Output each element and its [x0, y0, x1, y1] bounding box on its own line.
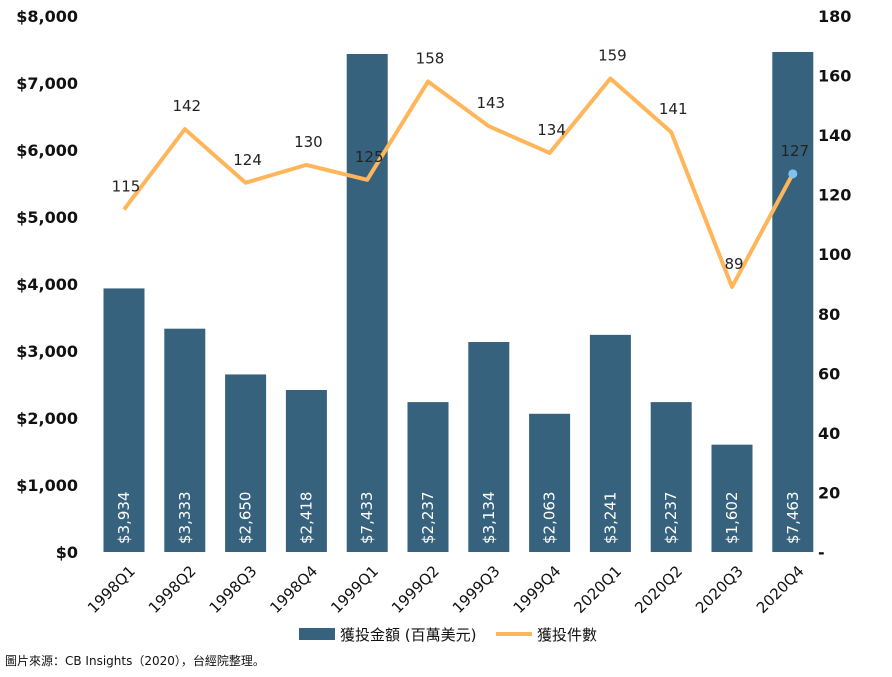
x-tick-label: 1999Q4 [510, 562, 565, 617]
bars: $3,934 $3,333 $2,650 $2,418 $7,433 $2,237 $3,1… [103, 51, 814, 552]
bar [164, 328, 206, 552]
x-tick-label: 1998Q2 [145, 562, 200, 617]
x-tick-label: 1999Q1 [327, 562, 382, 617]
x-tick-label: 2020Q2 [631, 562, 686, 617]
y-right-tick-label: 120 [818, 186, 851, 205]
bar-data-label: $7,433 [358, 492, 376, 545]
bar-data-label: $7,463 [784, 492, 802, 545]
bar [650, 402, 692, 552]
x-tick-label: 2020Q4 [753, 562, 808, 617]
bar-data-label: $3,934 [115, 492, 133, 545]
line-data-label: 125 [355, 148, 384, 166]
y-right-tick-label: 140 [818, 126, 851, 145]
legend-swatch-bar [299, 628, 335, 640]
bar [346, 53, 388, 552]
line-data-label: 127 [780, 142, 809, 160]
line-data-label: 142 [172, 97, 201, 115]
y-left-tick-label: $7,000 [16, 74, 78, 93]
x-tick-label: 2020Q3 [692, 562, 747, 617]
y-right-tick-label: 180 [818, 7, 851, 26]
x-tick-label: 2020Q1 [570, 562, 625, 617]
y-left-tick-label: $1,000 [16, 476, 78, 495]
y-right-tick-label: 100 [818, 245, 851, 264]
line-data-label: 89 [724, 255, 743, 273]
line-point-highlight [788, 169, 798, 179]
y-right-tick-label: 160 [818, 67, 851, 86]
bar [772, 51, 814, 552]
line-data-label: 159 [598, 47, 627, 65]
y-left-tick-label: $8,000 [16, 7, 78, 26]
bar-data-label: $2,063 [541, 492, 559, 545]
line-path [122, 76, 795, 289]
line-data-label: 158 [416, 50, 445, 68]
y-left-tick-label: $0 [56, 543, 78, 562]
legend-label-line: 獲投件數 [537, 626, 597, 644]
bar [529, 413, 571, 552]
y-right-tick-label: 20 [818, 483, 840, 502]
bar [711, 444, 753, 552]
y-right-tick-label: 60 [818, 364, 840, 383]
y-left-tick-label: $2,000 [16, 409, 78, 428]
line-series: 115 142 124 130 125 158 143 134 159 141 89 127 [112, 47, 809, 289]
bar-data-label: $3,134 [480, 492, 498, 545]
line-data-label: 141 [659, 100, 688, 118]
line-data-label: 134 [537, 121, 566, 139]
y-right-tick-label: 80 [818, 305, 840, 324]
line-data-label: 143 [476, 94, 505, 112]
x-tick-label: 1999Q2 [388, 562, 443, 617]
x-tick-label: 1998Q1 [84, 562, 139, 617]
bar-data-label: $2,650 [237, 492, 255, 545]
bar-data-label: $1,602 [723, 492, 741, 545]
y-left-tick-label: $5,000 [16, 208, 78, 227]
y-left-tick-label: $6,000 [16, 141, 78, 160]
legend: 獲投金額 (百萬美元) 獲投件數 [299, 626, 597, 644]
line-data-label: 124 [233, 151, 262, 169]
y-left-tick-label: $3,000 [16, 342, 78, 361]
line-data-label: 130 [294, 133, 323, 151]
y-right-tick-label: - [818, 543, 825, 562]
bar [589, 334, 631, 552]
bar-data-label: $3,333 [176, 492, 194, 545]
legend-label-bar: 獲投金額 (百萬美元) [340, 626, 476, 644]
bar [103, 288, 145, 552]
bar [407, 402, 449, 552]
line-data-label: 115 [112, 178, 141, 196]
y-right-tick-label: 40 [818, 424, 840, 443]
bar [468, 342, 510, 552]
bar [225, 374, 267, 552]
x-tick-label: 1998Q3 [206, 562, 261, 617]
x-tick-label: 1999Q3 [449, 562, 504, 617]
source-note: 圖片來源：CB Insights（2020），台經院整理。 [5, 653, 265, 668]
bar-data-label: $2,418 [297, 492, 315, 545]
bar-data-label: $2,237 [662, 492, 680, 545]
bar [285, 389, 327, 552]
x-tick-label: 1998Q4 [266, 562, 321, 617]
bar-data-label: $2,237 [419, 492, 437, 545]
bar-data-label: $3,241 [601, 492, 619, 545]
y-left-tick-label: $4,000 [16, 275, 78, 294]
